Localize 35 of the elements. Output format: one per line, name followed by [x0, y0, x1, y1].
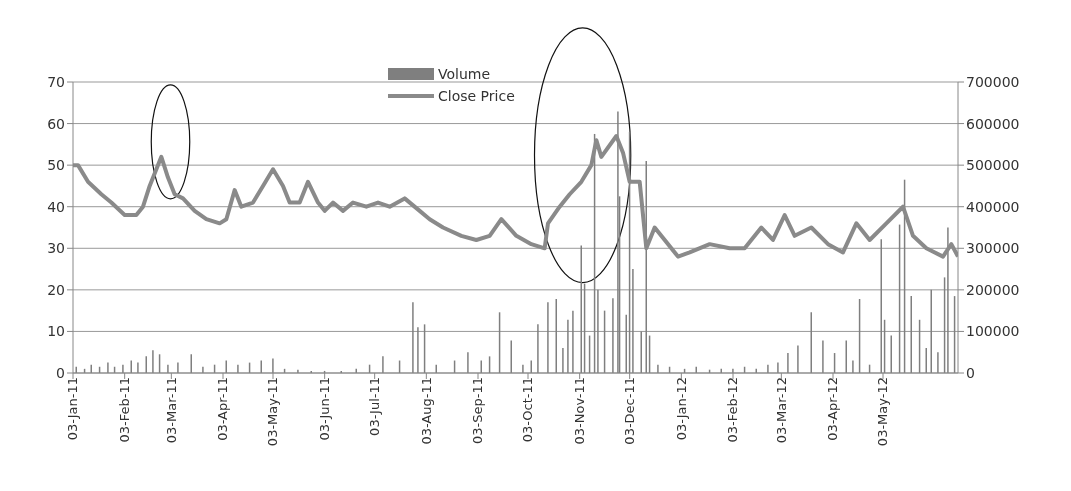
y-tick-label: 30: [47, 240, 65, 257]
x-tick-label: 03-Jul-11: [366, 377, 382, 436]
x-tick-label: 03-Feb-11: [116, 377, 132, 443]
y-tick-label: 0: [56, 364, 65, 381]
x-tick-label: 03-Mar-11: [163, 377, 179, 444]
x-tick-label: 03-Apr-12: [825, 377, 841, 441]
y2-tick-label: 100000: [966, 323, 1020, 340]
x-tick-label: 03-May-12: [875, 377, 891, 447]
x-tick-label: 03-Mar-12: [773, 377, 789, 444]
y2-tick-label: 300000: [966, 240, 1020, 257]
x-tick-label: 03-Sep-11: [470, 377, 486, 444]
x-tick-label: 03-Nov-11: [571, 377, 587, 445]
x-tick-label: 03-Jan-12: [673, 377, 689, 441]
legend-label: Close Price: [438, 88, 515, 104]
x-tick-label: 03-Jun-11: [316, 377, 332, 441]
x-tick-label: 03-May-11: [265, 377, 281, 447]
x-tick-label: 03-Dec-11: [621, 377, 637, 445]
y2-tick-label: 200000: [966, 281, 1020, 298]
y2-tick-label: 700000: [966, 73, 1020, 90]
y2-tick-label: 600000: [966, 115, 1020, 132]
y-tick-label: 60: [47, 115, 65, 132]
y-tick-label: 10: [47, 323, 65, 340]
x-tick-label: 03-Feb-12: [725, 377, 741, 443]
y2-tick-label: 500000: [966, 157, 1020, 174]
y-tick-label: 50: [47, 157, 65, 174]
legend-label: Volume: [438, 66, 491, 82]
y-tick-label: 40: [47, 198, 65, 215]
y-tick-label: 20: [47, 281, 65, 298]
x-tick-label: 03-Aug-11: [418, 377, 434, 445]
y2-tick-label: 400000: [966, 198, 1020, 215]
x-tick-label: 03-Oct-11: [520, 377, 536, 443]
x-tick-label: 03-Jan-11: [65, 377, 81, 441]
y2-tick-label: 0: [966, 364, 975, 381]
x-tick-label: 03-Apr-11: [215, 377, 231, 441]
y-tick-label: 70: [47, 73, 65, 90]
